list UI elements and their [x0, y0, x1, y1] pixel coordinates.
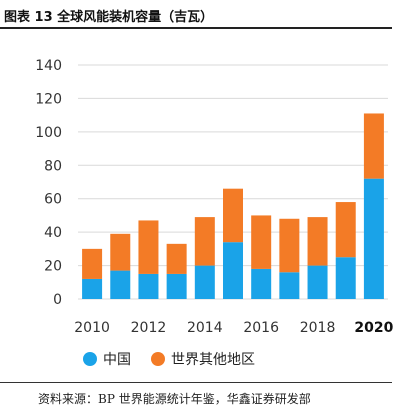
bar-rest-of-world-2017 [279, 218, 300, 273]
bar-china-2018 [307, 265, 328, 299]
chart-title: 图表 13 全球风能装机容量（吉瓦） [4, 10, 214, 25]
bar-rest-of-world-2016 [251, 215, 272, 269]
y-tick-label: 40 [44, 225, 62, 241]
legend: 中国 世界其他地区 [83, 352, 255, 368]
y-tick-label: 140 [35, 58, 62, 74]
bar-china-2019 [335, 257, 356, 299]
legend-marker-china [83, 352, 97, 366]
bars [82, 113, 384, 299]
bar-china-2013 [166, 273, 187, 299]
y-tick-label: 20 [44, 259, 62, 275]
y-tick-label: 60 [44, 192, 62, 208]
bar-china-2010 [82, 278, 103, 299]
bar-rest-of-world-2015 [223, 188, 243, 243]
x-tick-label: 2020 [354, 320, 393, 336]
bar-china-2020 [363, 178, 384, 299]
bar-china-2011 [110, 270, 131, 299]
x-tick-label: 2012 [131, 320, 167, 336]
y-tick-label: 100 [35, 125, 62, 141]
legend-label-china: 中国 [103, 352, 131, 368]
x-tick-label: 2014 [187, 320, 223, 336]
legend-label-rest-of-world: 世界其他地区 [171, 352, 255, 368]
bar-rest-of-world-2020 [363, 113, 384, 179]
y-tick-label: 120 [35, 91, 62, 107]
bar-rest-of-world-2014 [194, 217, 215, 266]
bar-rest-of-world-2019 [335, 202, 356, 258]
bar-china-2016 [251, 268, 272, 299]
x-tick-label: 2016 [243, 320, 279, 336]
y-tick-label: 80 [44, 158, 62, 174]
bar-rest-of-world-2010 [82, 248, 103, 279]
bar-rest-of-world-2018 [307, 217, 328, 266]
y-tick-label: 0 [53, 292, 62, 308]
bar-china-2017 [279, 272, 300, 299]
bar-china-2014 [194, 265, 215, 299]
bar-china-2012 [138, 273, 159, 299]
title-divider [0, 27, 392, 29]
bar-rest-of-world-2013 [166, 243, 187, 274]
bar-rest-of-world-2012 [138, 220, 159, 274]
legend-marker-rest-of-world [151, 352, 165, 366]
x-tick-label: 2018 [300, 320, 336, 336]
source-divider [0, 382, 392, 383]
bar-china-2015 [223, 242, 243, 299]
source-note: 资料来源：BP 世界能源统计年鉴，华鑫证券研发部 [38, 392, 311, 406]
x-axis-ticks: 2010 2012 2014 2016 2018 2020 [74, 320, 393, 336]
bar-rest-of-world-2011 [110, 233, 131, 271]
x-tick-label: 2010 [74, 320, 110, 336]
y-axis-ticks: 0 20 40 60 80 100 120 140 [35, 58, 62, 308]
